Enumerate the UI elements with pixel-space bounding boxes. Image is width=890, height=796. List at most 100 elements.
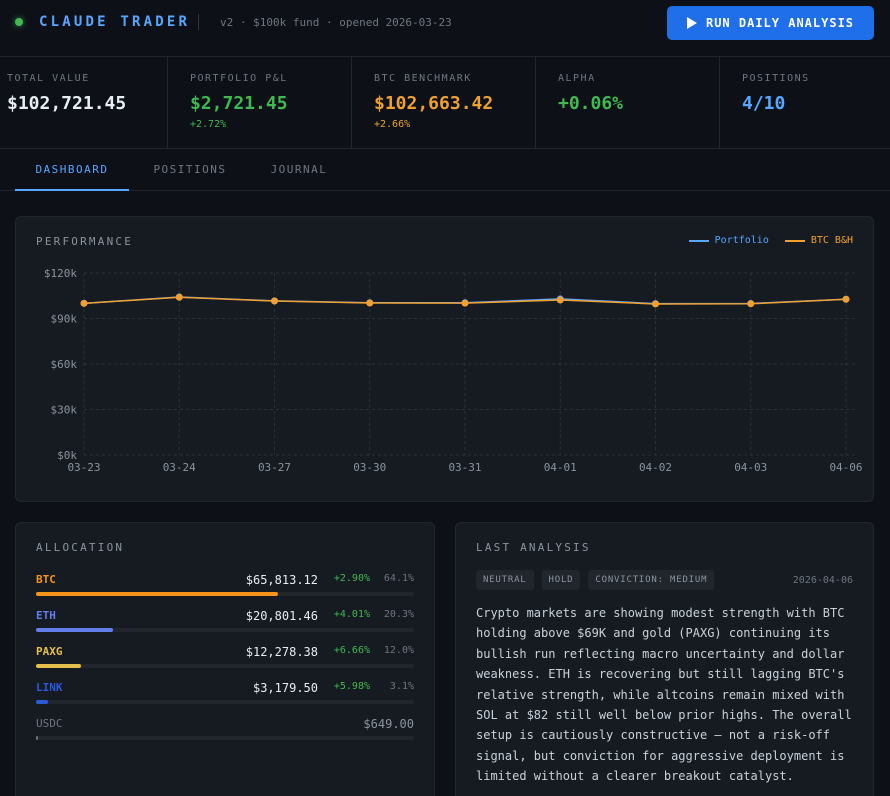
stat-portfolio-pnl: PORTFOLIO P&L $2,721.45 +2.72% [168,57,352,149]
asset-change: +4.01% [333,609,370,620]
y-tick-label: $90k [51,313,78,326]
badge-action: HOLD [541,570,581,590]
legend-label: BTC B&H [810,235,853,246]
y-tick-label: $120k [44,267,77,280]
tab-journal[interactable]: JOURNAL [270,163,328,176]
asset-change: +6.66% [333,645,370,656]
stat-positions: POSITIONS 4/10 [720,57,890,149]
badge-conviction: CONVICTION: MEDIUM [588,570,715,590]
panel-title: PERFORMANCE [36,235,134,248]
data-point-btc-benchmark [175,293,183,301]
run-daily-analysis-button[interactable]: RUN DAILY ANALYSIS [667,6,874,40]
tab-positions[interactable]: POSITIONS [153,163,227,176]
asset-value: $649.00 [363,717,414,731]
data-point-btc-benchmark [366,299,374,307]
analysis-badges: NEUTRAL HOLD CONVICTION: MEDIUM [476,570,715,590]
tab-dashboard[interactable]: DASHBOARD [15,149,129,191]
x-tick-label: 03-24 [163,461,196,474]
data-point-btc-benchmark [271,297,278,305]
stats-bar: TOTAL VALUE $102,721.45 PORTFOLIO P&L $2… [0,57,890,149]
stat-value: $102,721.45 [7,93,127,114]
x-tick-label: 03-30 [353,461,386,474]
stat-value: 4/10 [742,93,786,114]
allocation-row-link: LINK $3,179.50 +5.98% 3.1% [36,681,414,711]
stat-value: +0.06% [558,93,624,114]
fund-meta: v2 · $100k fund · opened 2026-03-23 [220,16,452,29]
x-tick-label: 04-01 [544,461,577,474]
stat-sub: +2.72% [190,119,227,130]
allocation-panel: ALLOCATION BTC $65,813.12 +2.90% 64.1% ETH $2… [15,522,435,796]
play-icon [686,17,697,29]
stat-label: PORTFOLIO P&L [190,73,288,84]
panel-title: LAST ANALYSIS [476,541,591,554]
x-tick-label: 04-02 [639,461,672,474]
asset-symbol: USDC [36,717,63,730]
asset-weight: 20.3% [383,609,414,620]
asset-value: $20,801.46 [245,609,318,623]
allocation-bar-track [36,628,414,632]
legend-swatch [688,239,709,242]
header-divider [198,14,199,30]
stat-value: $2,721.45 [190,93,288,114]
chart-legend: Portfolio BTC B&H [688,235,853,246]
asset-weight: 3.1% [389,681,414,692]
x-tick-label: 03-23 [67,461,100,474]
stat-sub: +2.66% [374,119,411,130]
stat-label: ALPHA [558,73,596,84]
asset-weight: 12.0% [383,645,414,656]
analysis-text: Crypto markets are showing modest streng… [476,606,852,784]
allocation-row-eth: ETH $20,801.46 +4.01% 20.3% [36,609,414,639]
allocation-bar-fill [36,592,279,596]
y-tick-label: $30k [51,404,78,417]
allocation-bar-track [36,592,414,596]
last-analysis-panel: LAST ANALYSIS NEUTRAL HOLD CONVICTION: M… [455,522,874,796]
asset-value: $3,179.50 [252,681,318,695]
x-tick-label: 04-03 [734,461,767,474]
allocation-bar-track [36,736,414,740]
legend-item-btc: BTC B&H [784,235,853,246]
allocation-row-usdc: USDC $649.00 [36,717,414,747]
status-indicator-icon [15,18,23,26]
x-tick-label: 03-27 [258,461,291,474]
stat-label: POSITIONS [742,73,810,84]
run-button-label: RUN DAILY ANALYSIS [705,16,855,30]
stat-value: $102,663.42 [374,93,494,114]
data-point-btc-benchmark [652,300,659,308]
x-tick-label: 03-31 [448,461,481,474]
x-tick-label: 04-06 [829,461,862,474]
allocation-bar-track [36,700,414,704]
allocation-bar-fill [36,700,48,704]
performance-chart: $0k $30k $60k $90k $120k 03-23 03-24 03-27 03-30… [44,267,863,474]
allocation-bar-fill [36,628,113,632]
legend-item-portfolio: Portfolio [688,235,769,246]
allocation-bar-fill [36,664,82,668]
analysis-date: 2026-04-06 [792,575,853,586]
app-header: CLAUDE TRADER v2 · $100k fund · opened 2… [0,0,890,57]
asset-change: +2.90% [333,573,370,584]
y-tick-label: $0k [57,449,77,462]
asset-value: $12,278.38 [245,645,318,659]
asset-change: +5.98% [333,681,370,692]
legend-swatch [784,239,805,242]
asset-symbol: PAXG [36,645,63,658]
asset-symbol: BTC [36,573,56,586]
asset-value: $65,813.12 [245,573,318,587]
legend-label: Portfolio [714,235,769,246]
app-title: CLAUDE TRADER [39,14,191,30]
y-tick-label: $60k [51,358,78,371]
allocation-bar-track [36,664,414,668]
badge-sentiment: NEUTRAL [476,570,534,590]
data-point-btc-benchmark [842,295,850,303]
stat-label: BTC BENCHMARK [374,73,472,84]
allocation-bar-fill [36,736,39,740]
data-point-btc-benchmark [80,299,88,307]
asset-symbol: ETH [36,609,56,622]
allocation-row-btc: BTC $65,813.12 +2.90% 64.1% [36,573,414,603]
tab-bar: DASHBOARD POSITIONS JOURNAL [0,149,890,191]
performance-panel: $0k $30k $60k $90k $120k 03-23 03-24 03-27 03-30… [15,216,874,502]
panel-title: ALLOCATION [36,541,125,554]
allocation-row-paxg: PAXG $12,278.38 +6.66% 12.0% [36,645,414,675]
stat-total-value: TOTAL VALUE $102,721.45 [0,57,168,149]
stat-alpha: ALPHA +0.06% [536,57,720,149]
stat-label: TOTAL VALUE [7,73,90,84]
